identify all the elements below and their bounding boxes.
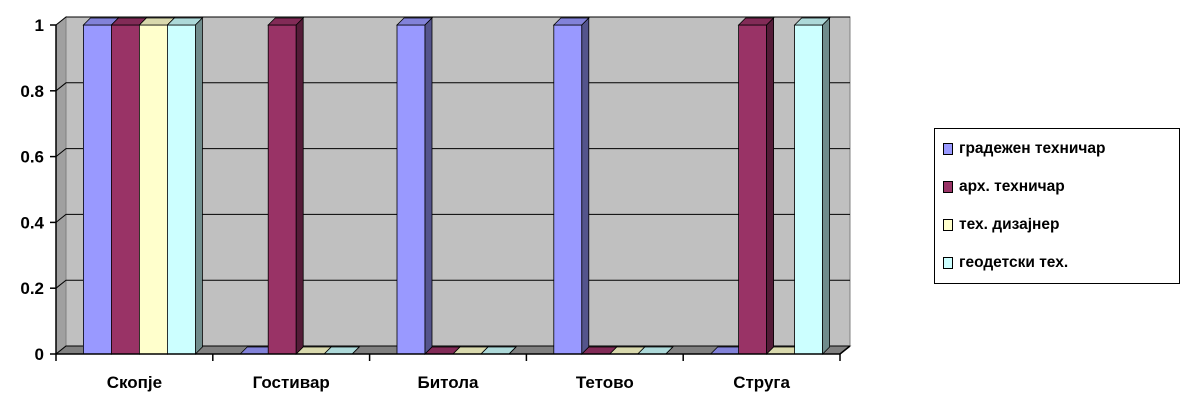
legend-item: геодетски тех.	[943, 253, 1068, 273]
x-tick-label: Битола	[418, 373, 480, 392]
y-tick-label: 0.6	[20, 148, 44, 167]
legend-label: геодетски тех.	[959, 254, 1069, 271]
y-tick-label: 0.8	[20, 82, 44, 101]
bar	[552, 17, 590, 355]
bar	[396, 17, 433, 355]
legend-label: арх. техничар	[959, 178, 1065, 195]
legend-label: тех. дизајнер	[959, 216, 1060, 233]
y-tick-label: 1	[35, 16, 44, 35]
x-tick-label: Скопје	[107, 373, 162, 392]
legend-label: градежен техничар	[959, 140, 1106, 157]
bar-chart: 0 0.2 0.4 0.6 0.8 1 Скопје Гостивар Битола Тетов…	[20, 15, 852, 392]
bar	[166, 17, 204, 355]
bar	[737, 17, 775, 355]
legend-item: тех. дизајнер	[943, 215, 1060, 235]
x-axis-ticks: Скопје Гостивар Битола Тетово Струга	[55, 354, 841, 392]
legend-item: арх. техничар	[943, 177, 1065, 197]
y-tick-label: 0	[35, 345, 44, 364]
legend-swatch	[943, 257, 953, 269]
y-axis-ticks: 0 0.2 0.4 0.6 0.8 1	[20, 16, 56, 364]
side-wall	[55, 15, 67, 356]
y-tick-label: 0.4	[20, 213, 44, 232]
x-tick-label: Тетово	[576, 373, 634, 392]
bars	[82, 17, 831, 355]
x-tick-label: Струга	[733, 373, 790, 392]
legend-swatch	[943, 219, 953, 231]
y-tick-label: 0.2	[20, 279, 44, 298]
gridline	[55, 16, 850, 26]
bar	[267, 17, 305, 355]
legend-swatch	[943, 181, 953, 193]
axes	[55, 25, 851, 355]
legend-swatch	[943, 143, 953, 155]
floor-edge	[839, 345, 851, 355]
legend-item: градежен техничар	[943, 139, 1105, 159]
x-tick-label: Гостивар	[253, 373, 330, 392]
bar	[793, 17, 831, 355]
legend: градежен техничар арх. техничар тех. диз…	[934, 128, 1180, 284]
